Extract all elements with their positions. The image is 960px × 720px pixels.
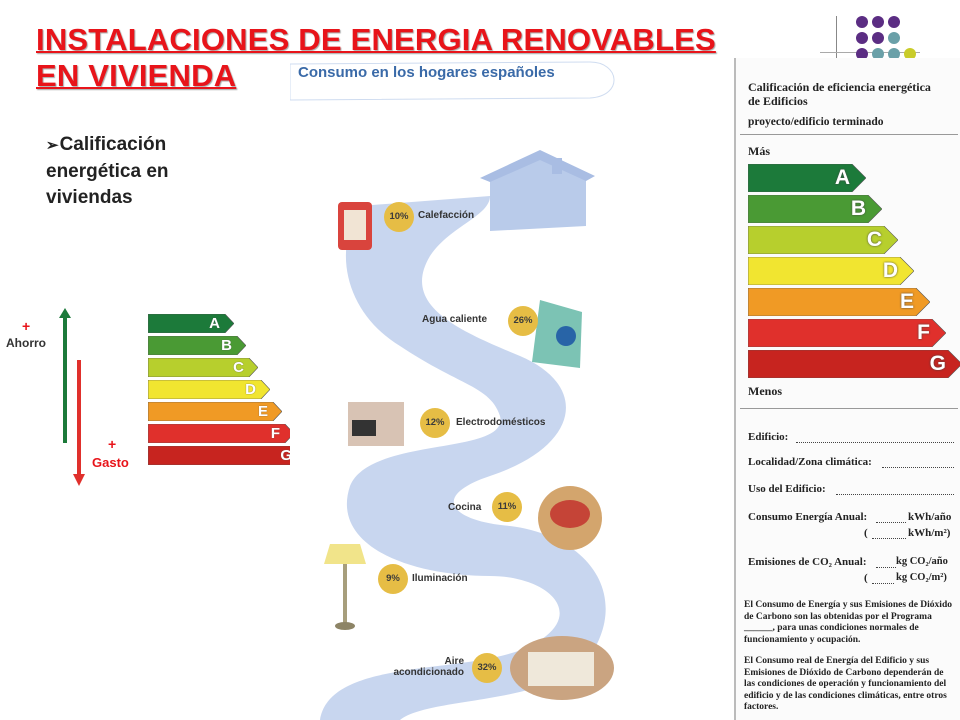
small-energy-bar-letter: C — [233, 359, 244, 376]
energy-class-bar-f: F — [748, 319, 946, 347]
label-aire-acondicionado: Aire acondicionado — [393, 656, 464, 678]
bullet-point: ➢Calificación energética en viviendas — [46, 132, 236, 211]
small-energy-bar-f: F — [148, 424, 294, 443]
label-subheading: proyecto/edificio terminado — [748, 116, 884, 128]
label-mas: Más — [748, 144, 770, 158]
energy-class-bar-e: E — [748, 288, 930, 316]
energy-class-bar-g: G — [748, 350, 960, 378]
small-energy-bar-e: E — [148, 402, 282, 421]
percent-badge-iluminacion: 9% — [378, 564, 408, 594]
energy-class-bar-b: B — [748, 195, 882, 223]
small-energy-bar-b: B — [148, 336, 246, 355]
field-uso: Uso del Edificio: — [748, 483, 826, 495]
percent-badge-electrodomesticos: 12% — [420, 408, 450, 438]
small-energy-bar-letter: F — [270, 425, 280, 442]
small-energy-bar-a: A — [148, 314, 234, 333]
small-energy-bar-letter: E — [257, 403, 268, 420]
field-emisiones-unit2: kg CO₂/m²) — [896, 572, 947, 583]
label-heading-1: Calificación de eficiencia energética — [748, 80, 931, 94]
consumption-infographic: Consumo en los hogares españoles 10% Cal… — [290, 56, 730, 720]
infographic-title: Consumo en los hogares españoles — [298, 64, 555, 81]
energy-class-bar-letter: A — [834, 166, 850, 189]
radiator-icon — [334, 196, 376, 256]
label-calefaccion: Calefacción — [418, 210, 475, 221]
winding-road-illustration — [290, 61, 615, 720]
water-heater-icon — [522, 296, 592, 374]
field-consumo-unit2: kWh/m²) — [908, 527, 951, 539]
label-note-2: El Consumo real de Energía del Edificio … — [744, 656, 947, 712]
energy-class-bar-a: A — [748, 164, 866, 192]
field-consumo: Consumo Energía Anual: — [748, 511, 868, 523]
ahorro-plus: + — [22, 318, 31, 334]
percent-badge-agua-caliente: 26% — [508, 306, 538, 336]
label-cocina: Cocina — [448, 502, 482, 513]
appliance-icon — [346, 396, 406, 452]
percent-badge-aire-acondicionado: 32% — [472, 653, 502, 683]
small-energy-bar-c: C — [148, 358, 258, 377]
cooking-pot-icon — [530, 480, 610, 554]
small-energy-bar-d: D — [148, 380, 270, 399]
field-emisiones: Emisiones de CO₂ Anual: — [748, 556, 867, 568]
bullet-text: Calificación energética en viviendas — [46, 134, 169, 208]
slide-title-line1: INSTALACIONES DE ENERGIA RENOVABLES — [36, 22, 716, 57]
energy-class-bar-letter: B — [850, 197, 866, 220]
gasto-label-text: Gasto — [92, 455, 129, 470]
energy-class-bar-c: C — [748, 226, 898, 254]
label-iluminacion: Iluminación — [412, 573, 468, 584]
field-edificio: Edificio: — [748, 431, 789, 443]
ahorro-label: Ahorro — [6, 336, 46, 350]
ahorro-arrow-icon — [59, 308, 71, 443]
gasto-arrow-icon — [73, 360, 85, 486]
energy-class-bar-letter: E — [899, 290, 914, 313]
energy-class-bar-letter: G — [929, 352, 946, 375]
percent-badge-cocina: 11% — [492, 492, 522, 522]
small-energy-bar-g: G — [148, 446, 306, 465]
small-energy-bar-letter: G — [280, 447, 292, 464]
slide-title-line2: EN VIVIENDA — [36, 58, 237, 93]
air-conditioner-icon — [506, 632, 616, 706]
field-consumo-unit1: kWh/año — [908, 511, 952, 523]
percent-badge-calefaccion: 10% — [384, 202, 414, 232]
small-energy-bar-letter: B — [221, 337, 232, 354]
field-localidad: Localidad/Zona climática: — [748, 456, 872, 468]
energy-label-panel: Calificación de eficiencia energética de… — [734, 58, 960, 720]
energy-class-bar-letter: F — [917, 321, 930, 344]
field-emisiones-unit1: kg CO₂/año — [896, 556, 948, 567]
slide-title: INSTALACIONES DE ENERGIA RENOVABLES EN V… — [36, 22, 896, 94]
energy-class-bar-letter: C — [866, 228, 882, 251]
floor-lamp-icon — [320, 540, 370, 632]
label-heading-2: de Edificios — [748, 94, 808, 108]
gasto-label: Gasto — [92, 455, 129, 470]
gasto-plus: + — [108, 436, 117, 452]
label-note-1: El Consumo de Energía y sus Emisiones de… — [744, 600, 952, 645]
ahorro-label-text: Ahorro — [6, 336, 46, 350]
small-energy-bar-letter: D — [245, 381, 256, 398]
small-energy-bar-letter: A — [209, 315, 220, 332]
energy-class-bar-letter: D — [882, 259, 898, 282]
bullet-arrow-icon: ➢ — [46, 137, 59, 154]
label-agua-caliente: Agua caliente — [422, 314, 488, 325]
energy-class-bar-d: D — [748, 257, 914, 285]
label-electrodomesticos: Electrodomésticos — [456, 417, 546, 428]
white-panel — [290, 306, 346, 482]
label-menos: Menos — [748, 384, 782, 398]
